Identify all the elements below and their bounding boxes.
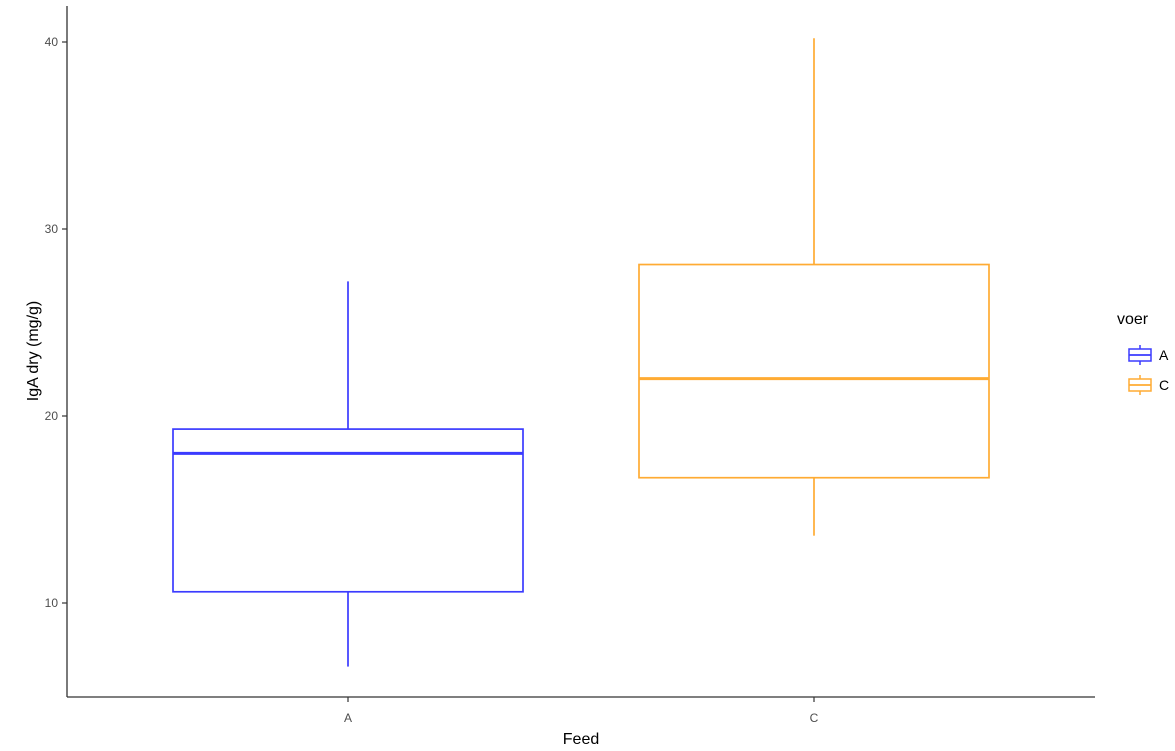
iqr-box [172, 428, 524, 593]
legend: voer AC [1117, 311, 1169, 395]
legend-title: voer [1117, 311, 1149, 328]
legend-key-a [1128, 345, 1152, 365]
x-axis-title: Feed [563, 731, 599, 748]
iqr-box [638, 263, 990, 479]
legend-label-a: A [1159, 347, 1169, 363]
y-axis-ticks: 10 20 30 40 [45, 35, 67, 610]
y-tick-label: 30 [45, 222, 59, 236]
x-tick-label: C [810, 711, 819, 725]
boxplot-series [172, 38, 990, 667]
y-tick-label: 10 [45, 596, 59, 610]
legend-key-c [1128, 375, 1152, 395]
legend-label-c: C [1159, 377, 1169, 393]
y-tick-label: 20 [45, 409, 59, 423]
box-group-c [638, 38, 990, 536]
y-axis-title: IgA dry (mg/g) [25, 301, 42, 401]
box-group-a [172, 281, 524, 667]
x-tick-label: A [344, 711, 352, 725]
legend-entries: AC [1128, 345, 1169, 395]
y-tick-label: 40 [45, 35, 59, 49]
